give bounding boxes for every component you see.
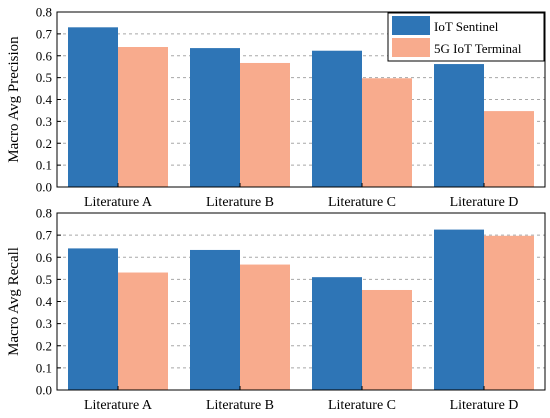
bar-5g-iot-terminal-2	[240, 264, 290, 390]
bar-iot-sentinel-1	[68, 248, 118, 390]
bar-5g-iot-terminal-1	[118, 47, 168, 187]
x-tick-label: Literature D	[450, 398, 519, 413]
y-tick-label: 0.3	[36, 114, 52, 129]
legend-swatch-5g-iot-terminal	[392, 38, 430, 57]
y-tick-label: 0.2	[36, 136, 52, 151]
bar-5g-iot-terminal-4	[484, 111, 534, 187]
y-tick-label: 0.6	[36, 48, 53, 63]
y-tick-label: 0.7	[36, 228, 53, 243]
bar-5g-iot-terminal-2	[240, 62, 290, 187]
x-tick-label: Literature A	[84, 398, 153, 413]
y-tick-label: 0.5	[36, 272, 52, 287]
bar-5g-iot-terminal-3	[362, 289, 412, 390]
x-tick-label: Literature A	[84, 195, 153, 210]
legend: IoT Sentinel 5G IoT Terminal	[387, 12, 545, 62]
legend-label-iot-sentinel: IoT Sentinel	[434, 19, 499, 34]
bar-iot-sentinel-4	[434, 64, 484, 187]
x-tick-label: Literature C	[328, 195, 396, 210]
bar-iot-sentinel-2	[190, 249, 240, 390]
y-axis-label: Macro Avg Recall	[6, 247, 22, 356]
y-tick-label: 0.8	[36, 206, 52, 221]
y-tick-label: 0.1	[36, 158, 52, 173]
bar-5g-iot-terminal-4	[484, 235, 534, 390]
y-tick-label: 0.8	[36, 5, 52, 20]
bar-iot-sentinel-1	[68, 27, 118, 187]
bar-5g-iot-terminal-3	[362, 78, 412, 187]
legend-swatch-iot-sentinel	[392, 16, 430, 35]
bar-iot-sentinel-2	[190, 48, 240, 187]
bar-iot-sentinel-3	[312, 50, 362, 187]
y-tick-label: 0.7	[36, 26, 53, 41]
y-tick-label: 0.0	[36, 383, 52, 398]
y-tick-label: 0.4	[36, 92, 53, 107]
x-tick-label: Literature C	[328, 398, 396, 413]
y-tick-label: 0.2	[36, 338, 52, 353]
bar-iot-sentinel-4	[434, 229, 484, 390]
chart-panel-1: 0.0 0.1 0.2 0.3 0.4 0.5 0.6 0.7 0.8 Literature A L…	[6, 5, 546, 210]
y-tick-label: 0.6	[36, 250, 53, 265]
x-tick-label: Literature B	[206, 398, 274, 413]
y-tick-label: 0.0	[36, 180, 52, 195]
legend-label-5g-iot-terminal: 5G IoT Terminal	[434, 41, 522, 56]
y-tick-label: 0.4	[36, 294, 53, 309]
chart-panel-2: 0.0 0.1 0.2 0.3 0.4 0.5 0.6 0.7 0.8 Literature A L…	[6, 206, 546, 413]
x-tick-label: Literature B	[206, 195, 274, 210]
y-tick-label: 0.3	[36, 316, 52, 331]
y-tick-label: 0.1	[36, 360, 52, 375]
y-tick-label: 0.5	[36, 70, 52, 85]
bar-5g-iot-terminal-1	[118, 272, 168, 390]
x-tick-label: Literature D	[450, 195, 519, 210]
bar-iot-sentinel-3	[312, 277, 362, 390]
y-axis-label: Macro Avg Precision	[6, 36, 22, 163]
